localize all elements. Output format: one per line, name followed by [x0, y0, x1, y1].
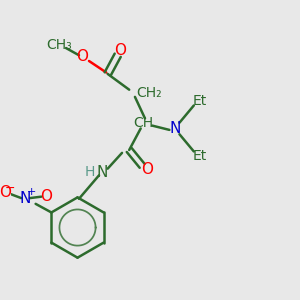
Text: H: H: [84, 165, 95, 179]
Text: O: O: [76, 49, 88, 64]
Text: Et: Et: [192, 94, 207, 108]
Text: −: −: [4, 182, 15, 195]
Text: N: N: [20, 190, 31, 206]
Text: CH₂: CH₂: [136, 85, 162, 100]
Text: CH₃: CH₃: [46, 38, 72, 52]
Text: O: O: [0, 185, 11, 200]
Text: N: N: [96, 165, 108, 180]
Text: N: N: [169, 121, 181, 136]
Text: CH: CH: [134, 116, 154, 130]
Text: +: +: [27, 187, 37, 197]
Text: O: O: [114, 44, 126, 59]
Text: Et: Et: [192, 149, 207, 163]
Text: O: O: [40, 189, 52, 204]
Text: O: O: [141, 162, 153, 177]
